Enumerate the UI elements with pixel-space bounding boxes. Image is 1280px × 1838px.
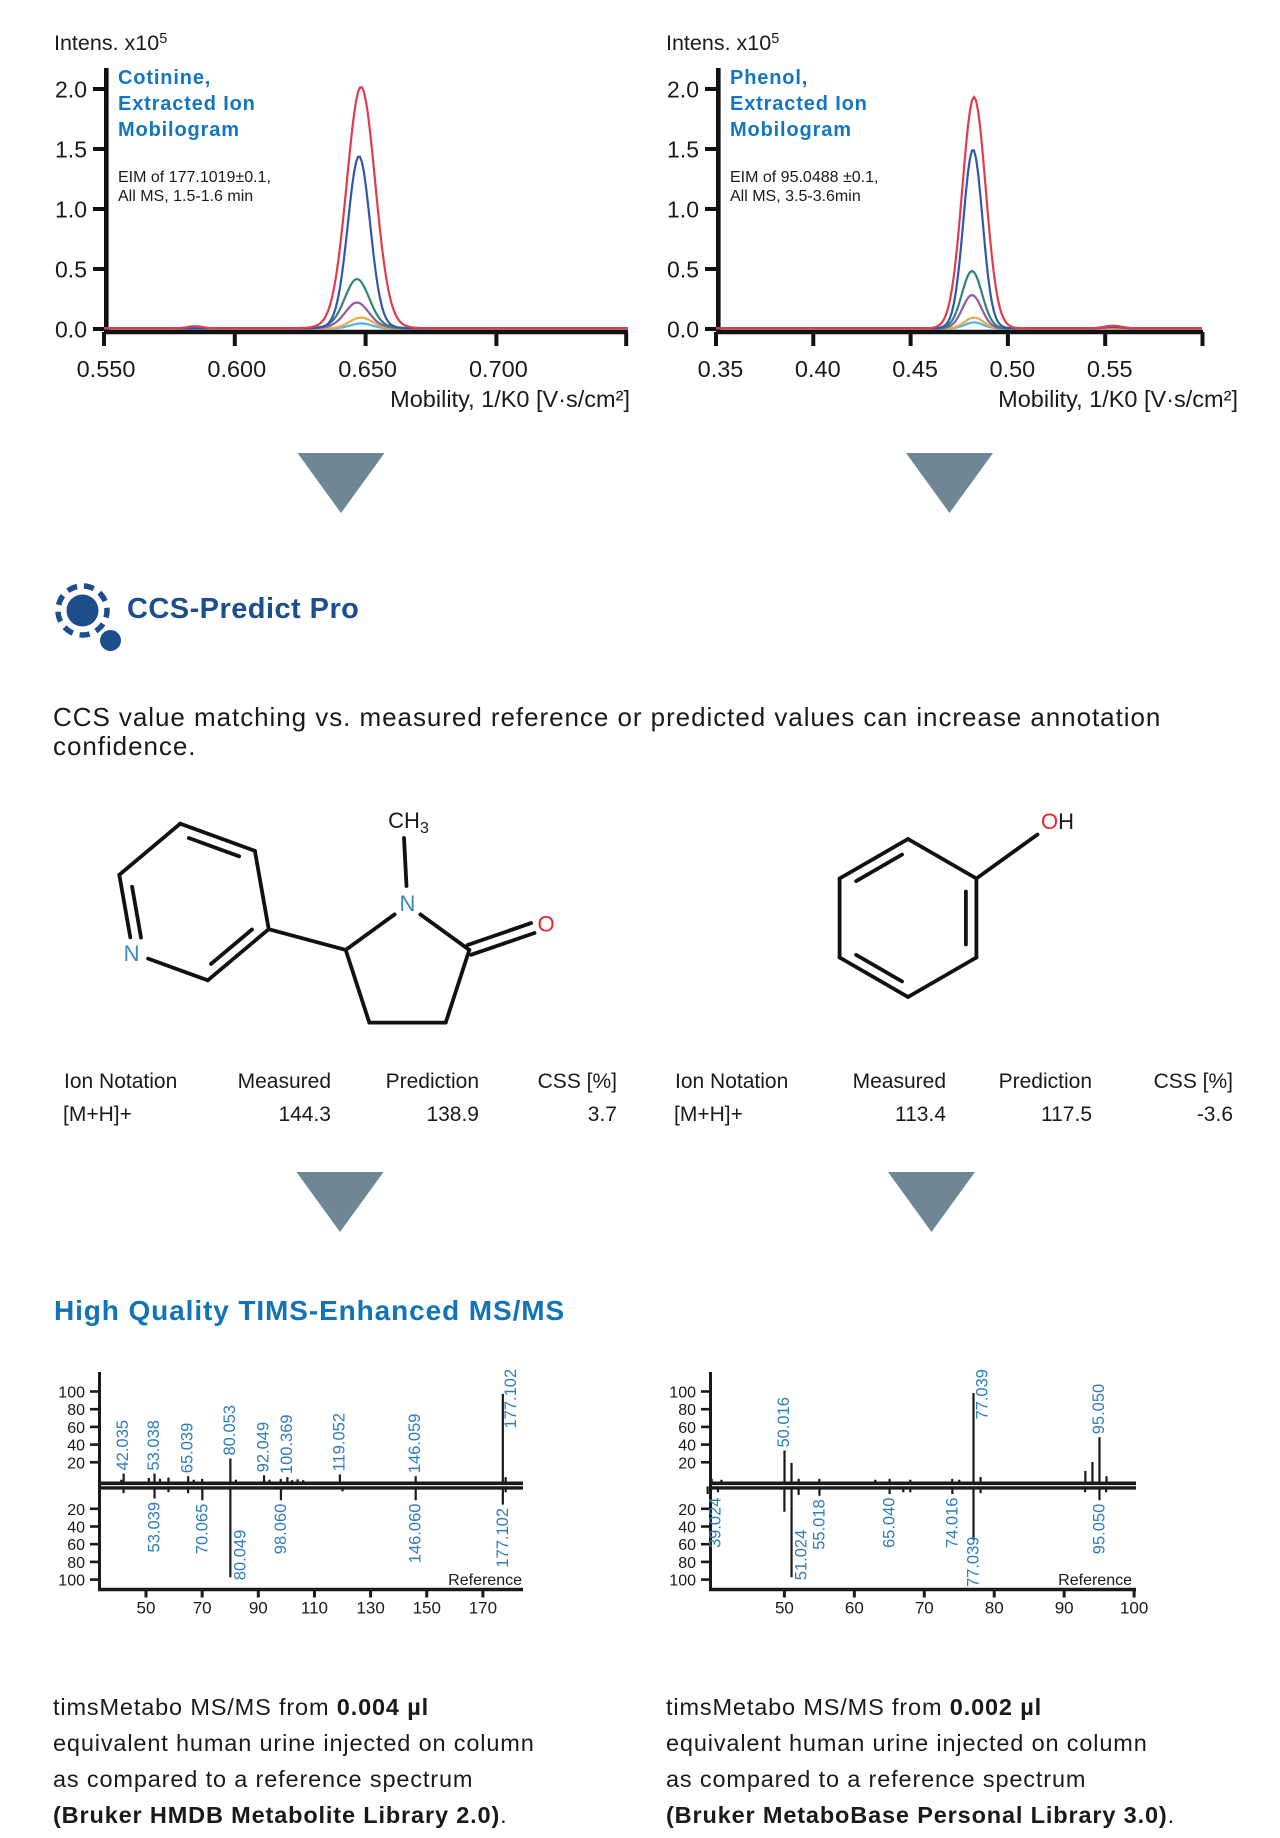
svg-text:0.550: 0.550 bbox=[77, 356, 136, 382]
svg-text:119.052: 119.052 bbox=[330, 1413, 348, 1471]
svg-text:100: 100 bbox=[669, 1385, 696, 1402]
svg-text:130: 130 bbox=[356, 1599, 384, 1618]
svg-text:O: O bbox=[537, 912, 554, 937]
svg-text:20: 20 bbox=[67, 1502, 85, 1519]
svg-text:Extracted Ion: Extracted Ion bbox=[730, 93, 868, 115]
svg-text:80.049: 80.049 bbox=[231, 1530, 249, 1580]
svg-text:0.45: 0.45 bbox=[892, 356, 938, 382]
svg-text:0.5: 0.5 bbox=[55, 257, 87, 283]
svg-text:CH3: CH3 bbox=[388, 808, 429, 837]
svg-text:80: 80 bbox=[678, 1402, 696, 1419]
svg-text:20: 20 bbox=[678, 1502, 696, 1519]
svg-text:All MS, 3.5-3.6min: All MS, 3.5-3.6min bbox=[730, 188, 861, 205]
svg-text:80: 80 bbox=[67, 1555, 85, 1572]
svg-text:65.040: 65.040 bbox=[881, 1498, 899, 1548]
svg-text:39.024: 39.024 bbox=[707, 1498, 725, 1548]
svg-text:0.5: 0.5 bbox=[667, 257, 699, 283]
svg-text:40: 40 bbox=[678, 1520, 696, 1537]
svg-text:Intens. x105: Intens. x105 bbox=[666, 31, 779, 55]
svg-text:146.060: 146.060 bbox=[407, 1504, 425, 1564]
svg-text:40: 40 bbox=[67, 1438, 85, 1455]
svg-text:51.024: 51.024 bbox=[793, 1530, 811, 1580]
svg-text:Mobility, 1/K0 [V·s/cm²]: Mobility, 1/K0 [V·s/cm²] bbox=[390, 386, 630, 412]
svg-text:100: 100 bbox=[58, 1573, 85, 1590]
svg-text:100.369: 100.369 bbox=[278, 1414, 296, 1474]
svg-text:100: 100 bbox=[58, 1385, 85, 1402]
svg-text:2.0: 2.0 bbox=[667, 77, 699, 103]
svg-text:53.038: 53.038 bbox=[145, 1420, 163, 1470]
svg-text:1.0: 1.0 bbox=[55, 197, 87, 223]
svg-text:Reference: Reference bbox=[448, 1572, 522, 1589]
svg-text:60: 60 bbox=[67, 1420, 85, 1437]
svg-text:Mobilogram: Mobilogram bbox=[730, 119, 852, 141]
svg-text:0.0: 0.0 bbox=[667, 317, 699, 343]
svg-text:20: 20 bbox=[67, 1455, 85, 1472]
svg-text:80: 80 bbox=[985, 1599, 1004, 1618]
svg-text:92.049: 92.049 bbox=[255, 1422, 273, 1472]
svg-text:0.55: 0.55 bbox=[1087, 356, 1133, 382]
svg-text:55.018: 55.018 bbox=[810, 1499, 828, 1549]
svg-text:0.50: 0.50 bbox=[990, 356, 1036, 382]
svg-text:All MS, 1.5-1.6 min: All MS, 1.5-1.6 min bbox=[118, 188, 253, 205]
svg-text:Cotinine,: Cotinine, bbox=[118, 67, 211, 89]
svg-text:70: 70 bbox=[193, 1599, 212, 1618]
svg-text:177.102: 177.102 bbox=[494, 1508, 512, 1568]
svg-text:0.0: 0.0 bbox=[55, 317, 87, 343]
svg-text:146.059: 146.059 bbox=[406, 1414, 424, 1474]
svg-text:80: 80 bbox=[67, 1402, 85, 1419]
svg-text:Intens. x105: Intens. x105 bbox=[54, 31, 167, 55]
svg-text:42.035: 42.035 bbox=[114, 1420, 132, 1470]
svg-text:N: N bbox=[400, 891, 416, 916]
svg-text:90: 90 bbox=[249, 1599, 268, 1618]
svg-text:60: 60 bbox=[845, 1599, 864, 1618]
svg-text:95.050: 95.050 bbox=[1090, 1384, 1108, 1434]
svg-text:EIM of 95.0488 ±0.1,: EIM of 95.0488 ±0.1, bbox=[730, 169, 878, 186]
svg-text:60: 60 bbox=[67, 1537, 85, 1554]
svg-text:Mobility, 1/K0 [V·s/cm²]: Mobility, 1/K0 [V·s/cm²] bbox=[998, 386, 1238, 412]
svg-text:70.065: 70.065 bbox=[193, 1504, 211, 1554]
svg-text:70: 70 bbox=[915, 1599, 934, 1618]
svg-text:Mobilogram: Mobilogram bbox=[118, 119, 240, 141]
svg-text:1.5: 1.5 bbox=[667, 137, 699, 163]
svg-text:40: 40 bbox=[67, 1520, 85, 1537]
svg-text:0.700: 0.700 bbox=[469, 356, 528, 382]
svg-text:150: 150 bbox=[413, 1599, 441, 1618]
svg-text:1.0: 1.0 bbox=[667, 197, 699, 223]
svg-text:0.35: 0.35 bbox=[698, 356, 744, 382]
svg-text:Reference: Reference bbox=[1058, 1572, 1132, 1589]
svg-text:80: 80 bbox=[678, 1555, 696, 1572]
svg-text:110: 110 bbox=[301, 1599, 328, 1618]
svg-text:20: 20 bbox=[678, 1455, 696, 1472]
svg-text:60: 60 bbox=[678, 1420, 696, 1437]
svg-text:80.053: 80.053 bbox=[221, 1405, 239, 1455]
svg-text:90: 90 bbox=[1055, 1599, 1074, 1618]
svg-text:100: 100 bbox=[669, 1573, 696, 1590]
svg-text:50: 50 bbox=[137, 1599, 156, 1618]
svg-text:OH: OH bbox=[1041, 809, 1074, 834]
svg-text:100: 100 bbox=[1120, 1599, 1148, 1618]
svg-text:170: 170 bbox=[469, 1599, 497, 1618]
svg-text:40: 40 bbox=[678, 1438, 696, 1455]
svg-text:0.600: 0.600 bbox=[207, 356, 266, 382]
svg-text:Extracted Ion: Extracted Ion bbox=[118, 93, 256, 115]
svg-text:50.016: 50.016 bbox=[775, 1397, 793, 1447]
svg-text:0.40: 0.40 bbox=[795, 356, 841, 382]
svg-text:50: 50 bbox=[775, 1599, 794, 1618]
svg-text:177.102: 177.102 bbox=[502, 1369, 520, 1429]
svg-text:60: 60 bbox=[678, 1537, 696, 1554]
svg-text:2.0: 2.0 bbox=[55, 77, 87, 103]
svg-text:N: N bbox=[124, 941, 140, 966]
svg-text:1.5: 1.5 bbox=[55, 137, 87, 163]
svg-text:53.039: 53.039 bbox=[146, 1502, 164, 1552]
svg-text:98.060: 98.060 bbox=[272, 1504, 290, 1554]
svg-text:77.039: 77.039 bbox=[974, 1369, 992, 1419]
svg-text:EIM of 177.1019±0.1,: EIM of 177.1019±0.1, bbox=[118, 169, 271, 186]
svg-text:95.050: 95.050 bbox=[1090, 1504, 1108, 1554]
svg-text:65.039: 65.039 bbox=[179, 1423, 197, 1473]
svg-text:74.016: 74.016 bbox=[943, 1498, 961, 1548]
svg-text:0.650: 0.650 bbox=[338, 356, 397, 382]
svg-text:Phenol,: Phenol, bbox=[730, 67, 808, 89]
svg-text:77.039: 77.039 bbox=[965, 1537, 983, 1587]
